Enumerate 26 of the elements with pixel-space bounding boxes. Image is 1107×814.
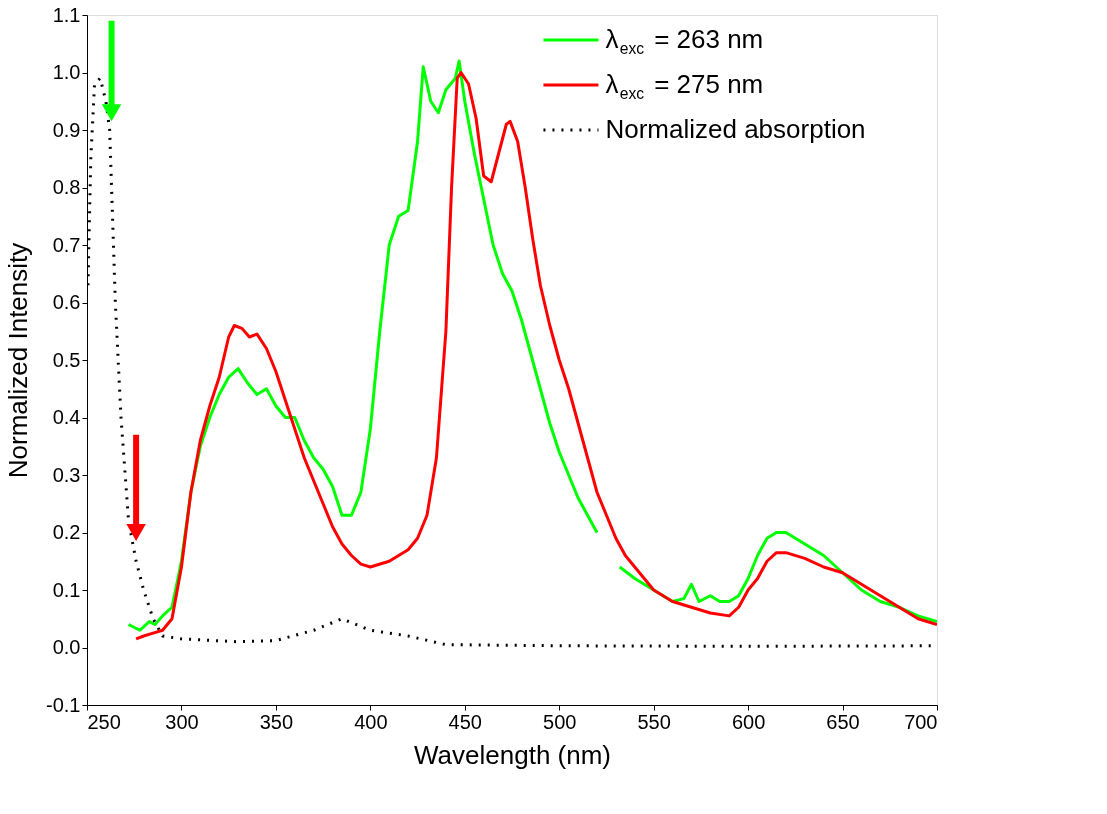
x-tick-label: 550: [637, 710, 671, 733]
x-tick-label: 650: [826, 710, 860, 733]
x-tick-label: 450: [448, 710, 482, 733]
y-tick-label: 0.1: [52, 578, 81, 601]
y-tick-label: 1.0: [52, 61, 81, 83]
x-tick-label: 700: [904, 710, 938, 733]
x-tick-label: 250: [87, 710, 121, 733]
x-tick-label: 300: [165, 710, 199, 733]
x-axis-title: Wavelength (nm): [414, 739, 611, 770]
y-tick-label: 0.9: [52, 118, 81, 141]
y-tick-label: 0.0: [52, 636, 81, 658]
x-tick-label: 400: [354, 710, 388, 733]
x-tick-label: 600: [731, 710, 766, 733]
y-tick-label: 0.7: [52, 233, 81, 256]
legend-label: Normalized absorption: [605, 114, 866, 144]
y-tick-label: 0.6: [52, 291, 81, 313]
y-tick-label: 0.8: [52, 176, 81, 198]
y-tick-label: 0.3: [52, 463, 81, 486]
y-tick-label: 0.4: [52, 406, 81, 428]
x-tick-label: 500: [543, 710, 577, 733]
y-axis-title: Normalized Intensity: [3, 242, 34, 479]
y-tick-label: -0.1: [46, 693, 81, 716]
y-tick-label: 0.2: [52, 521, 81, 543]
y-tick-label: 1.1: [52, 3, 81, 26]
y-tick-label: 0.5: [52, 348, 81, 371]
x-tick-label: 350: [259, 710, 294, 733]
